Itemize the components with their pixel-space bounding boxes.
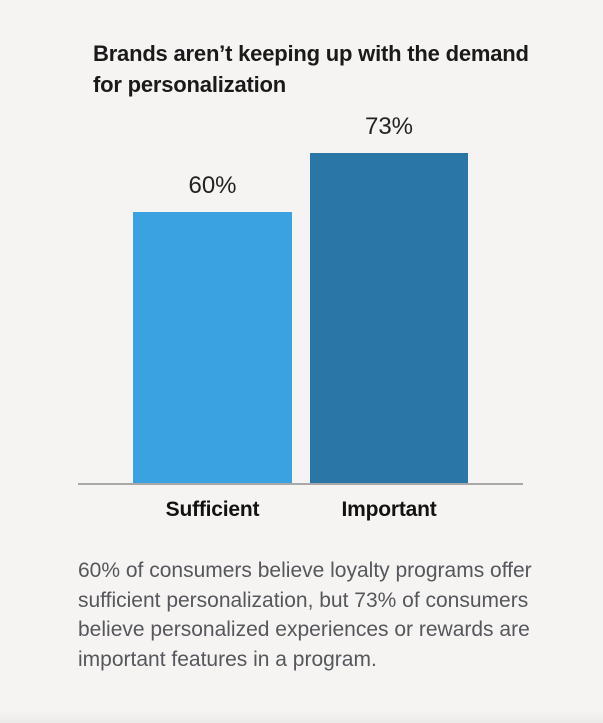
value-label-sufficient: 60% bbox=[188, 172, 237, 199]
chart-title-line-2: for personalization bbox=[93, 72, 286, 97]
chart-title-line-1: Brands aren’t keeping up with the demand bbox=[93, 41, 529, 66]
bar-chart: 60% 73% Sufficient Important bbox=[78, 113, 523, 521]
caption-line-2: sufficient personalization, but 73% of c… bbox=[78, 588, 529, 612]
bar-group-sufficient: 60% bbox=[133, 172, 292, 485]
category-label-important: Important bbox=[341, 498, 437, 521]
category-label-sufficient: Sufficient bbox=[165, 498, 260, 521]
bar-sufficient bbox=[133, 212, 292, 485]
bottom-shadow bbox=[0, 711, 603, 723]
bar-group-important: 73% bbox=[310, 113, 468, 485]
caption-line-3: believe personalized experiences or rewa… bbox=[78, 618, 530, 641]
caption-text: 60% of consumers believe loyalty program… bbox=[78, 556, 538, 674]
caption-line-1: 60% of consumers believe loyalty program… bbox=[78, 559, 532, 582]
bar-important bbox=[310, 153, 468, 485]
x-axis-line bbox=[78, 483, 523, 485]
value-label-important: 73% bbox=[364, 113, 414, 140]
caption-line-4: important features in a program. bbox=[78, 647, 377, 671]
chart-title: Brands aren’t keeping up with the demand… bbox=[93, 38, 529, 100]
